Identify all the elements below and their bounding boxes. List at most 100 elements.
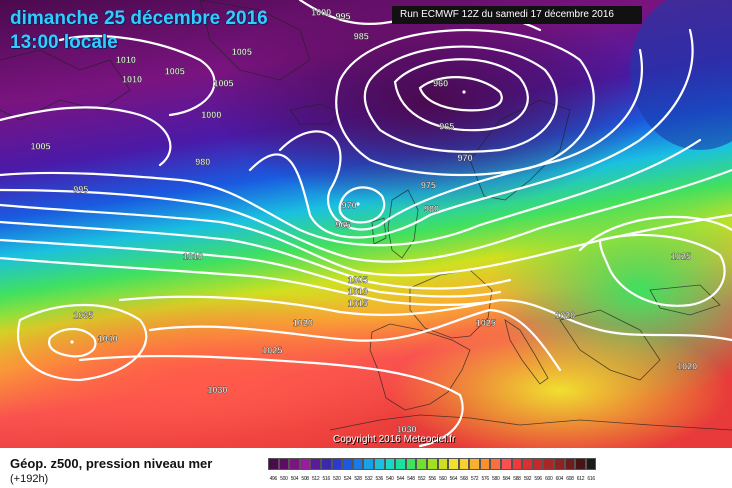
low-pressure-core xyxy=(210,0,650,210)
isobar-label: 1005 xyxy=(348,275,368,285)
legend-swatch xyxy=(437,458,449,470)
isobar-label: 1020 xyxy=(677,361,697,371)
isobar-label: 1015 xyxy=(348,299,368,309)
isobar-980 xyxy=(278,48,643,231)
legend-value-label: 508 xyxy=(301,476,309,482)
legend-swatch xyxy=(575,458,586,470)
isobar-label: 1000 xyxy=(201,110,221,120)
isobar-label: 965 xyxy=(439,122,454,132)
isobar-label: 970 xyxy=(342,200,357,210)
legend-swatch xyxy=(532,458,544,470)
legend-swatch xyxy=(522,458,533,470)
legend-swatch xyxy=(501,458,512,470)
legend-value-label: 540 xyxy=(386,476,394,482)
isobar-label: 975 xyxy=(421,181,436,191)
isobar-1020-east xyxy=(578,215,732,252)
isobar-970-small xyxy=(338,186,386,224)
legend-swatch xyxy=(268,458,279,470)
isobar-label: 1020 xyxy=(555,310,575,320)
legend-swatch xyxy=(352,458,364,470)
run-info-banner: Run ECMWF 12Z du samedi 17 décembre 2016 xyxy=(392,6,642,24)
legend-value-label: 552 xyxy=(417,476,426,482)
legend-swatch xyxy=(289,458,300,470)
isobar-1025-east xyxy=(598,233,726,307)
legend-value-label: 568 xyxy=(460,476,468,482)
legend-swatch xyxy=(479,458,491,470)
isobar-label: 985 xyxy=(354,31,369,41)
legend-swatch xyxy=(469,458,480,470)
legend-swatch xyxy=(448,458,459,470)
legend-swatch xyxy=(395,458,406,470)
legend-value-label: 580 xyxy=(492,476,500,482)
low-center-dot xyxy=(462,90,466,94)
isobar-1020 xyxy=(118,295,732,342)
field-description: Géop. z500, pression niveau mer xyxy=(10,456,213,471)
isobar-1035 xyxy=(17,303,148,382)
isobar-label: 995 xyxy=(73,185,88,195)
isobar-label: 1010 xyxy=(116,55,136,65)
legend-swatch xyxy=(405,458,417,470)
isobars xyxy=(0,0,732,446)
weather-map: 1000 995985101010101005100510051000100598… xyxy=(0,0,732,448)
isobar-970 xyxy=(363,45,558,153)
isobar-1030 xyxy=(78,354,464,448)
isobar-label: 980 xyxy=(424,204,439,214)
isobar-995 xyxy=(0,168,732,263)
legend-swatch xyxy=(363,458,374,470)
legend-value-label: 564 xyxy=(449,476,458,482)
isobar-label: 960 xyxy=(433,79,448,89)
isobar-label: 1030 xyxy=(397,424,417,434)
legend-swatch xyxy=(310,458,321,470)
italy xyxy=(504,319,549,385)
north-africa xyxy=(329,414,732,431)
isobar-990 xyxy=(0,138,702,247)
isobar-northwest-1000 xyxy=(58,35,216,117)
isobar-label: 965 xyxy=(336,220,351,230)
isobar-965 xyxy=(393,58,529,132)
legend-value-label: 592 xyxy=(523,476,532,482)
legend-swatch xyxy=(564,458,576,470)
map-time-title: 13:00 locale xyxy=(10,32,118,53)
legend-value-label: 496 xyxy=(269,476,278,482)
isobar-1010 xyxy=(0,238,502,298)
legend-swatch xyxy=(554,458,565,470)
isobar-label: 1025 xyxy=(476,318,496,328)
legend-value-label: 528 xyxy=(354,476,362,482)
legend-value-label: 600 xyxy=(545,476,553,482)
legend-swatch xyxy=(278,458,290,470)
legend-value-label: 516 xyxy=(322,476,331,482)
map-date-title: dimanche 25 décembre 2016 xyxy=(10,8,268,29)
forecast-hour: (+192h) xyxy=(10,473,49,485)
low-center-dot-small xyxy=(356,202,360,206)
legend-swatch xyxy=(384,458,396,470)
isobar-1040 xyxy=(48,327,97,358)
balkans xyxy=(559,309,661,381)
legend-value-label: 504 xyxy=(290,476,299,482)
legend-value-label: 612 xyxy=(576,476,585,482)
legend-value-label: 588 xyxy=(513,476,521,482)
color-legend xyxy=(268,458,597,470)
greenland xyxy=(199,0,311,81)
isobar-975 xyxy=(335,28,595,177)
isobar-northwest-1005 xyxy=(0,106,172,167)
legend-swatch xyxy=(585,458,597,470)
isobar-label: 1040 xyxy=(98,334,118,344)
isobar-label: 995 xyxy=(336,12,351,22)
pressure-centers xyxy=(70,90,466,344)
legend-swatch xyxy=(331,458,343,470)
legend-swatch xyxy=(458,458,470,470)
isobar-label: 1005 xyxy=(31,141,51,151)
legend-value-label: 512 xyxy=(311,476,320,482)
legend-value-label: 524 xyxy=(343,476,352,482)
isobar-label: 1030 xyxy=(207,385,227,395)
isobar-label: 1005 xyxy=(214,79,234,89)
legend-value-label: 576 xyxy=(481,476,489,482)
legend-value-label: 584 xyxy=(502,476,511,482)
isobar-1015 xyxy=(0,256,502,306)
isobar-1025 xyxy=(148,308,562,372)
isobar-labels: 1000 995985101010101005100510051000100598… xyxy=(30,7,697,434)
isobar-label: 1005 xyxy=(165,67,185,77)
copyright-notice: Copyright 2016 Meteociel.fr xyxy=(333,434,456,445)
isobar-label: 1000 xyxy=(311,8,331,18)
